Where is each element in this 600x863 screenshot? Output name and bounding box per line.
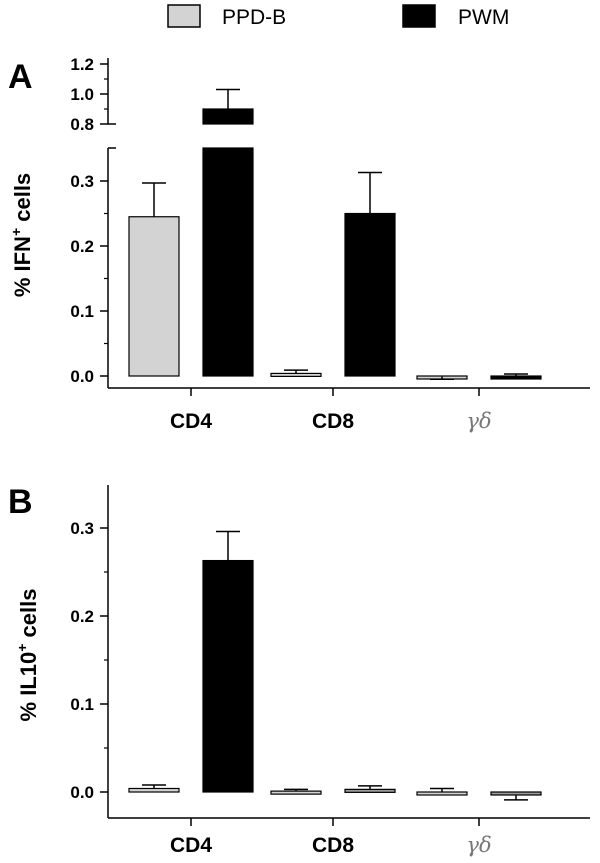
panel-b-y-tick-label: 0.3 xyxy=(70,519,94,538)
bar-pwm xyxy=(202,559,254,793)
panel-a-category-label: CD8 xyxy=(312,410,354,433)
panel-a-category-label: CD4 xyxy=(170,410,212,433)
bar-ppd-b xyxy=(416,791,468,796)
bar-pwm xyxy=(202,147,254,377)
legend-swatch-pwm xyxy=(402,4,436,28)
legend-label-ppd-b: PPD-B xyxy=(222,6,286,29)
panel-b-y-tick-label: 0.2 xyxy=(70,607,94,626)
panel-b-axes xyxy=(107,485,590,819)
panel-a-y-tick-label: 0.2 xyxy=(70,237,94,256)
legend-swatch-ppd-b xyxy=(167,4,201,28)
bar-ppd-b xyxy=(270,372,322,377)
panel-b-label: B xyxy=(8,483,33,521)
bar-pwm xyxy=(490,375,542,380)
panel-b-category-label: CD8 xyxy=(312,834,354,857)
bar-pwm-upper xyxy=(202,108,254,125)
panel-a-y-tick-label: 0.1 xyxy=(70,302,94,321)
panel-b-ylabel: % IL10+ cells xyxy=(14,589,41,722)
panel-b-y-tick-label: 0.1 xyxy=(70,695,94,714)
bar-ppd-b xyxy=(128,216,180,377)
legend: PPD-B PWM xyxy=(167,4,509,29)
bar-pwm xyxy=(344,212,396,377)
panel-a-label: A xyxy=(8,58,33,96)
panel-a-y-tick-label: 0.3 xyxy=(70,172,94,191)
panel-a-y-tick-label: 1.0 xyxy=(70,85,94,104)
panel-a-y-tick-label: 1.2 xyxy=(70,55,94,74)
panel-a-y-tick-label: 0.8 xyxy=(70,115,94,134)
panel-a-category-label: γδ xyxy=(466,409,491,433)
panel-b-category-label: γδ xyxy=(466,833,491,857)
panel-b-y-tick-label: 0.0 xyxy=(70,783,94,802)
panel-b-category-label: CD4 xyxy=(170,834,212,857)
bar-ppd-b xyxy=(270,790,322,795)
bar-ppd-b xyxy=(128,787,180,793)
panel-a-y-tick-label: 0.0 xyxy=(70,367,94,386)
panel-a-ylabel: % IFN+ cells xyxy=(8,173,35,297)
bar-pwm xyxy=(344,788,396,793)
chart-marks: 0.0 0.1 0.2 0.3 0.8 1.0 1.2 CD4 CD8 γδ 0.0 0.1 0.2 0.… xyxy=(70,55,542,857)
bar-pwm xyxy=(490,791,542,796)
legend-label-pwm: PWM xyxy=(458,6,509,29)
panel-a-axes xyxy=(107,58,590,389)
